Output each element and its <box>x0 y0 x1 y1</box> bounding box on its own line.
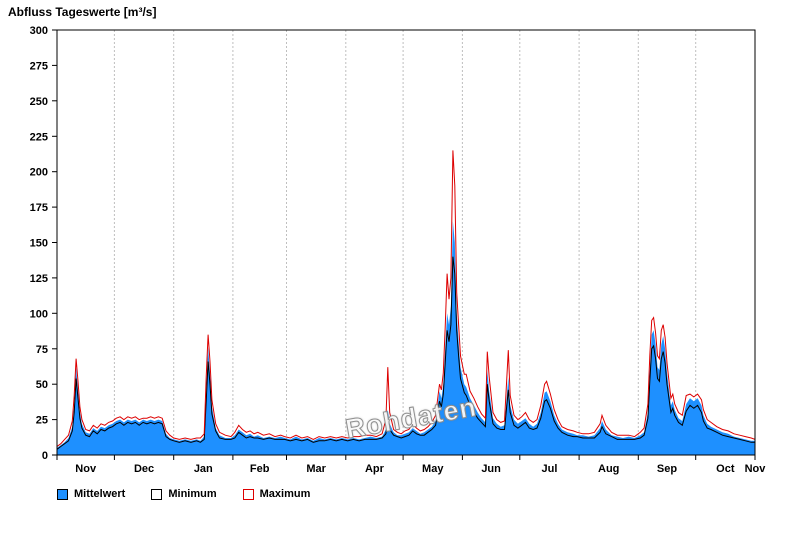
chart-legend: Mittelwert Minimum Maximum <box>57 488 310 500</box>
svg-text:200: 200 <box>30 167 48 179</box>
legend-label-mean: Mittelwert <box>74 488 126 500</box>
maximum-swatch-icon <box>242 488 254 500</box>
svg-text:150: 150 <box>30 238 48 250</box>
svg-text:Aug: Aug <box>598 463 619 475</box>
svg-text:Dec: Dec <box>134 463 154 475</box>
svg-text:125: 125 <box>30 273 48 285</box>
svg-text:Nov: Nov <box>75 463 97 475</box>
svg-text:225: 225 <box>30 131 48 143</box>
chart-title: Abfluss Tageswerte [m³/s] <box>8 5 157 19</box>
legend-item-minimum: Minimum <box>151 488 217 500</box>
svg-text:75: 75 <box>36 344 48 356</box>
svg-text:175: 175 <box>30 202 48 214</box>
svg-text:Jun: Jun <box>481 463 501 475</box>
svg-text:Jan: Jan <box>194 463 213 475</box>
mean-swatch-icon <box>57 488 68 500</box>
svg-text:Jul: Jul <box>541 463 557 475</box>
svg-text:Oct: Oct <box>716 463 735 475</box>
legend-item-maximum: Maximum <box>242 488 311 500</box>
svg-text:Feb: Feb <box>250 463 270 475</box>
svg-text:25: 25 <box>36 415 48 427</box>
svg-text:50: 50 <box>36 379 48 391</box>
svg-text:275: 275 <box>30 60 48 72</box>
svg-text:May: May <box>422 463 444 475</box>
legend-label-minimum: Minimum <box>168 488 217 500</box>
legend-label-maximum: Maximum <box>259 488 311 500</box>
minimum-swatch-icon <box>151 488 163 500</box>
svg-text:100: 100 <box>30 308 48 320</box>
svg-text:300: 300 <box>30 25 48 37</box>
svg-text:250: 250 <box>30 96 48 108</box>
svg-text:Nov: Nov <box>745 463 767 475</box>
discharge-chart: 0 25 50 75 100 125 150 175 200 225 250 275 300 Nov Dec… <box>30 25 767 475</box>
svg-text:Sep: Sep <box>657 463 677 475</box>
svg-text:0: 0 <box>42 450 48 462</box>
svg-text:Mar: Mar <box>306 463 326 475</box>
legend-item-mittelwert: Mittelwert <box>57 488 125 500</box>
svg-text:Apr: Apr <box>365 463 385 475</box>
